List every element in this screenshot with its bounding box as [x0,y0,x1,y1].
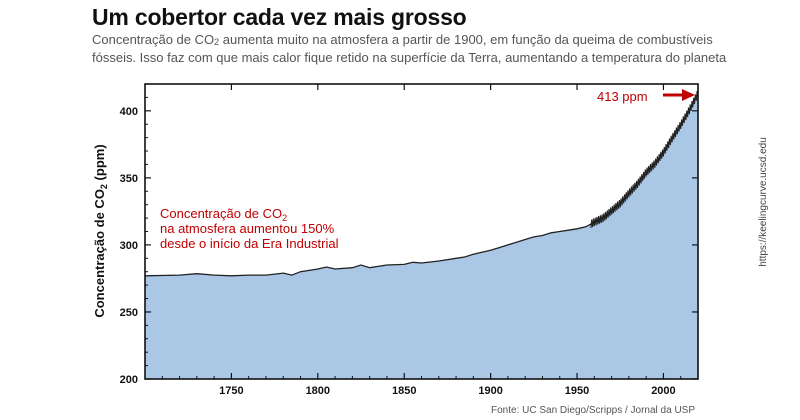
x-axis-ticks: 1750 1800 1850 1900 1950 2000 [161,84,682,397]
y-tick-label: 200 [120,374,138,386]
y-tick-label: 250 [120,307,138,319]
co2-area [145,93,698,379]
co2-seasonal-band [590,90,698,229]
y-axis-label: Concentração de CO2 (ppm) [92,144,109,317]
x-tick-label: 1950 [565,385,589,397]
x-tick-label: 1750 [219,385,243,397]
x-tick-label: 1800 [306,385,330,397]
annotation-line1: Concentração de CO2 [160,206,287,223]
plot-frame [144,83,699,380]
subtitle-line1-rest: aumenta muito na atmosfera a partir de 1… [219,32,713,47]
current-value-arrow [663,89,695,101]
x-tick-label: 2000 [651,385,675,397]
annotation-line3: desde o início da Era Industrial [160,236,339,251]
current-value-label: 413 ppm [597,89,648,104]
source-credit: Fonte: UC San Diego/Scripps / Jornal da … [491,405,695,416]
y-tick-label: 400 [120,106,138,118]
subtitle-line1-text: Concentração de CO [92,32,215,47]
subtitle-line2: fósseis. Isso faz com que mais calor fiq… [92,50,727,65]
subtitle-subscript: 2 [214,37,220,47]
chart-title: Um cobertor cada vez mais grosso [92,4,467,30]
y-tick-label: 300 [120,240,138,252]
co2-line [145,93,698,277]
y-tick-label: 350 [120,173,138,185]
chart-subtitle: Concentração de CO2 aumenta muito na atm… [92,32,792,66]
x-tick-label: 1900 [478,385,502,397]
keeling-curve-link[interactable]: https://keelingcurve.ucsd.edu [758,137,769,267]
x-tick-label: 1850 [392,385,416,397]
annotation-line2: na atmosfera aumentou 150% [160,221,335,236]
